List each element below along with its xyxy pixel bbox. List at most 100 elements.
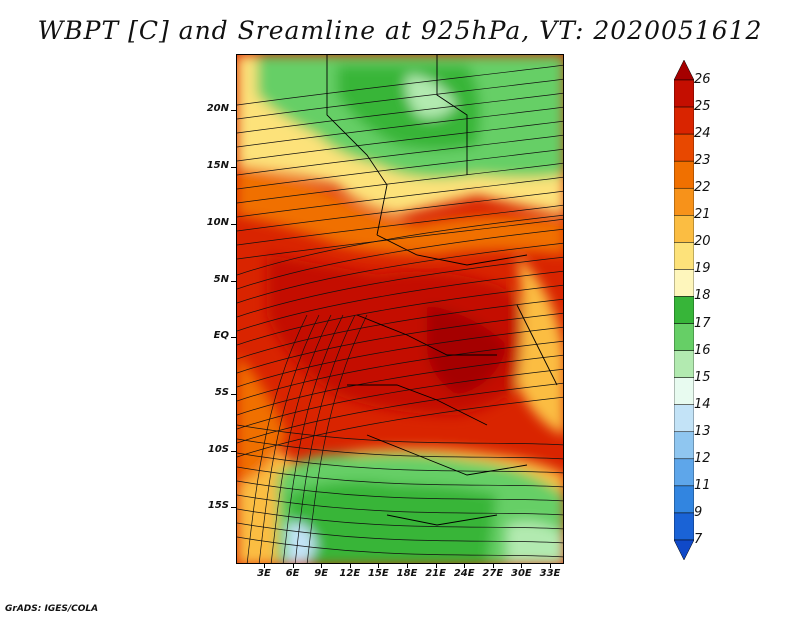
lon-label: 6E bbox=[285, 568, 300, 579]
streamline bbox=[237, 64, 563, 106]
lon-tick bbox=[435, 563, 437, 568]
streamlines bbox=[237, 64, 563, 563]
colorbar-label: 14 bbox=[694, 396, 711, 412]
streamline bbox=[237, 284, 563, 346]
lon-tick bbox=[321, 563, 323, 568]
colorbar-segment bbox=[673, 458, 695, 487]
streamline bbox=[237, 340, 563, 402]
lat-label: 15S bbox=[207, 500, 229, 511]
colorbar-label: 11 bbox=[694, 477, 711, 493]
lon-label: 27E bbox=[482, 568, 504, 579]
colorbar-segment bbox=[673, 215, 695, 243]
colorbar-segment bbox=[673, 187, 695, 216]
lon-tick bbox=[349, 563, 351, 568]
lat-label: 20N bbox=[206, 103, 229, 114]
lat-tick bbox=[231, 167, 236, 168]
lat-tick bbox=[231, 451, 236, 452]
colorbar-label: 19 bbox=[694, 261, 711, 277]
streamline bbox=[237, 508, 563, 530]
lon-tick bbox=[264, 563, 265, 568]
colorbar-bottom-arrow bbox=[673, 539, 695, 561]
colorbar-segment bbox=[673, 79, 695, 108]
lat-tick bbox=[231, 337, 236, 338]
streamline bbox=[237, 256, 563, 318]
streamline bbox=[237, 214, 563, 276]
colorbar-label: 24 bbox=[694, 126, 711, 142]
lon-label: 18E bbox=[396, 568, 418, 579]
colorbar-segment bbox=[673, 323, 695, 351]
streamline bbox=[237, 438, 563, 460]
lat-label: 10N bbox=[206, 217, 229, 228]
wbpt-map bbox=[237, 55, 563, 563]
lat-tick bbox=[231, 394, 236, 395]
lat-tick bbox=[231, 224, 236, 225]
streamline bbox=[294, 314, 356, 563]
colorbar-label: 23 bbox=[694, 153, 711, 169]
streamline bbox=[237, 522, 563, 544]
streamline bbox=[258, 314, 320, 563]
streamline bbox=[237, 312, 563, 374]
streamline bbox=[237, 106, 563, 148]
streamline bbox=[246, 314, 308, 563]
lat-label: EQ bbox=[213, 330, 229, 341]
streamline bbox=[237, 424, 563, 446]
streamline bbox=[237, 536, 563, 558]
colorbar-top-arrow bbox=[673, 59, 695, 81]
colorbar-label: 21 bbox=[694, 207, 711, 223]
colorbar-segment bbox=[673, 431, 695, 460]
lat-label: 10S bbox=[207, 444, 229, 455]
streamline bbox=[237, 162, 563, 204]
lon-label: 3E bbox=[257, 568, 271, 579]
lon-tick bbox=[292, 563, 294, 568]
field-core-darkred bbox=[427, 305, 507, 395]
streamline bbox=[270, 314, 332, 563]
colorbar-segment bbox=[673, 269, 695, 297]
streamline bbox=[237, 190, 563, 232]
field-south-dark-green bbox=[287, 481, 497, 563]
streamline bbox=[306, 314, 368, 563]
colorbar-segment bbox=[673, 485, 695, 514]
lon-label: 9E bbox=[314, 568, 329, 579]
lon-label: 24E bbox=[453, 568, 475, 579]
colorbar-label: 25 bbox=[694, 99, 711, 115]
colorbar-label: 15 bbox=[694, 369, 711, 385]
streamline bbox=[237, 120, 563, 162]
lat-label: 5S bbox=[214, 387, 229, 398]
colorbar-label: 16 bbox=[694, 342, 711, 358]
streamline bbox=[237, 466, 563, 488]
lat-tick bbox=[231, 110, 236, 111]
colorbar bbox=[673, 59, 695, 561]
colorbar-segment bbox=[673, 404, 695, 433]
colorbar-label: 9 bbox=[694, 504, 703, 520]
colorbar-segment bbox=[673, 350, 695, 378]
lat-label: 5N bbox=[213, 274, 229, 285]
streamline bbox=[237, 176, 563, 218]
field-south-pale bbox=[507, 521, 563, 563]
map-title: WBPT [C] and Sreamline at 925hPa, VT: 20… bbox=[37, 16, 763, 45]
field-east-yellow bbox=[517, 255, 563, 435]
colorbar-label: 22 bbox=[694, 180, 711, 196]
footer-credit: GrADS: IGES/COLA bbox=[5, 604, 99, 614]
lon-tick bbox=[492, 563, 494, 568]
field-north-dark-green bbox=[337, 65, 481, 150]
lon-tick bbox=[407, 563, 408, 568]
streamline bbox=[237, 242, 563, 304]
lon-tick bbox=[521, 563, 523, 568]
lon-label: 30E bbox=[511, 568, 532, 579]
lat-tick bbox=[231, 281, 236, 282]
colorbar-label: 17 bbox=[694, 315, 711, 331]
lon-tick bbox=[378, 563, 380, 568]
colorbar-label: 26 bbox=[694, 72, 711, 87]
colorbar-segment bbox=[673, 296, 695, 324]
colorbar-segment bbox=[673, 106, 695, 135]
map-panel bbox=[236, 54, 564, 564]
streamline bbox=[237, 298, 563, 360]
streamline bbox=[237, 204, 563, 246]
streamline bbox=[237, 270, 563, 332]
colorbar-segment bbox=[673, 133, 695, 162]
field-north-orange bbox=[237, 165, 563, 255]
lat-tick bbox=[231, 507, 236, 508]
colorbar-label: 13 bbox=[694, 423, 711, 439]
streamline bbox=[237, 218, 563, 260]
lon-label: 15E bbox=[368, 568, 389, 579]
